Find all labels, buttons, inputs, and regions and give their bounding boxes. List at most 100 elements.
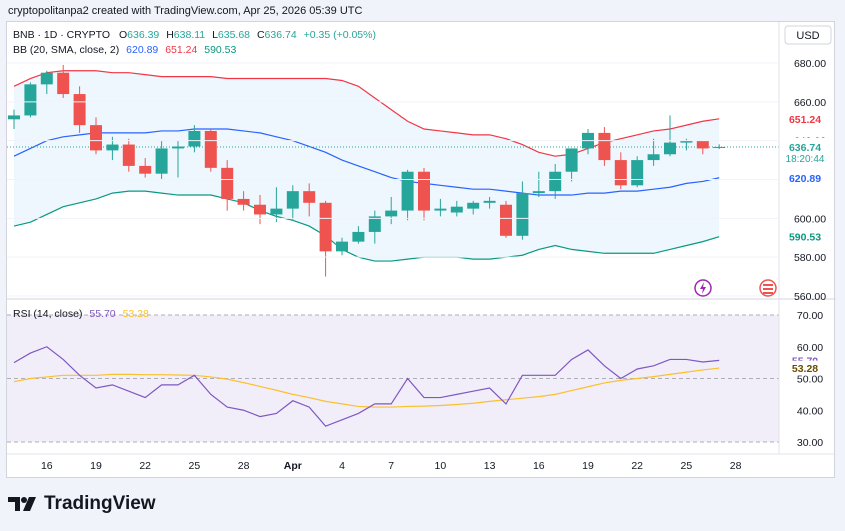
price-badge — [780, 229, 830, 245]
legend-bb[interactable]: BB (20, SMA, close, 2) 620.89 651.24 590… — [13, 44, 237, 56]
legend-rsi[interactable]: RSI (14, close) 55.70 53.28 — [13, 308, 149, 320]
chart-svg[interactable]: 680.00660.00640.00620.00600.00580.00560.… — [7, 22, 836, 479]
candle-body[interactable] — [188, 130, 201, 147]
candle-body[interactable] — [73, 94, 86, 126]
rsi-axis-label: 40.00 — [797, 405, 823, 417]
price-axis-label: 660.00 — [794, 97, 826, 109]
candle-body[interactable] — [664, 142, 676, 155]
candle-body[interactable] — [8, 115, 20, 120]
candle-body[interactable] — [418, 171, 430, 211]
brand-footer[interactable]: TradingView — [8, 493, 156, 515]
candle-body[interactable] — [106, 144, 119, 151]
price-badge-label: 590.53 — [789, 232, 821, 244]
price-axis-label: 580.00 — [794, 252, 826, 264]
tradingview-logo-icon — [8, 497, 36, 511]
candle-body[interactable] — [254, 204, 266, 215]
candle-body[interactable] — [549, 171, 562, 192]
time-axis-label: 13 — [484, 460, 496, 472]
candle-body[interactable] — [434, 208, 447, 211]
legend-low: 635.68 — [218, 29, 250, 41]
price-axis-label: 560.00 — [794, 291, 826, 303]
bb-band-fill — [14, 70, 720, 262]
rsi-ma-value: 53.28 — [123, 308, 149, 320]
candle-body[interactable] — [450, 206, 463, 213]
attribution-text: cryptopolitanpa2 created with TradingVie… — [8, 5, 363, 17]
candle-body[interactable] — [352, 231, 365, 242]
price-axis-label: 600.00 — [794, 213, 826, 225]
candle-body[interactable] — [680, 140, 693, 143]
time-axis-label: 19 — [582, 460, 594, 472]
legend-ohlc: BNB · 1D · CRYPTO O636.39 H638.11 L635.6… — [13, 29, 376, 41]
flag-icon[interactable] — [759, 279, 777, 297]
candle-body[interactable] — [57, 72, 70, 95]
legend-high: 638.11 — [174, 29, 205, 41]
candle-body[interactable] — [565, 148, 578, 172]
candle-body[interactable] — [270, 208, 283, 215]
candle-body[interactable] — [713, 146, 726, 148]
time-axis-label: 4 — [339, 460, 345, 472]
currency-button[interactable]: USD — [784, 25, 832, 45]
candle-body[interactable] — [385, 210, 398, 217]
candle-body[interactable] — [647, 154, 660, 161]
candle-body[interactable] — [90, 125, 102, 151]
time-axis-label: 22 — [631, 460, 643, 472]
candle-body[interactable] — [631, 160, 644, 186]
rsi-line[interactable] — [13, 346, 720, 427]
price-badge — [780, 360, 830, 376]
rsi-pane[interactable] — [7, 314, 779, 443]
candle-body[interactable] — [467, 202, 480, 209]
price-badge-label: 651.24 — [789, 114, 821, 126]
candle-body[interactable] — [237, 198, 250, 205]
rsi-axis-label: 30.00 — [797, 437, 823, 449]
price-badges: 651.24636.7418:20:44620.89590.5355.7053.… — [780, 111, 830, 376]
candle-body[interactable] — [598, 132, 611, 161]
bb-basis-value: 620.89 — [126, 44, 158, 56]
candle-body[interactable] — [336, 241, 348, 252]
candle-body[interactable] — [614, 160, 627, 186]
countdown-label: 18:20:44 — [786, 154, 825, 165]
rsi-value: 55.70 — [89, 308, 115, 320]
rsi-axis-label: 60.00 — [797, 342, 823, 354]
candle-body[interactable] — [286, 191, 299, 209]
time-axis-label: Apr — [284, 460, 302, 472]
price-badge-label: 620.89 — [789, 173, 821, 185]
chart-frame[interactable]: 680.00660.00640.00620.00600.00580.00560.… — [6, 21, 836, 479]
time-axis-label: 16 — [41, 460, 53, 472]
candle-body[interactable] — [500, 204, 512, 236]
bb-lower-line[interactable] — [13, 190, 720, 262]
rsi-ma-line[interactable] — [13, 367, 720, 408]
time-axis-label: 25 — [681, 460, 693, 472]
candle-body[interactable] — [139, 165, 152, 174]
price-badge-label: 636.74 — [789, 142, 821, 154]
time-axis-label: 28 — [730, 460, 742, 472]
time-axis-label: 28 — [238, 460, 250, 472]
candle-body[interactable] — [40, 72, 53, 85]
rsi-axis-label: 70.00 — [797, 310, 823, 322]
candle-body[interactable] — [319, 202, 332, 252]
candle-body[interactable] — [204, 130, 217, 168]
bb-lower-value: 590.53 — [204, 44, 236, 56]
candle-body[interactable] — [516, 193, 529, 236]
bb-basis-line[interactable] — [13, 128, 720, 196]
candle-body[interactable] — [24, 84, 37, 116]
candle-body[interactable] — [221, 167, 234, 199]
price-badge — [780, 170, 830, 186]
time-axis-label: 10 — [435, 460, 447, 472]
candle-body[interactable] — [532, 191, 545, 194]
price-badge — [780, 137, 830, 165]
rsi-axis-label: 50.00 — [797, 374, 823, 386]
candle-body[interactable] — [122, 144, 135, 166]
candle-body[interactable] — [303, 191, 316, 203]
candle-body[interactable] — [172, 146, 184, 149]
candle-body[interactable] — [155, 148, 168, 174]
price-pane[interactable] — [7, 64, 779, 277]
candle-body[interactable] — [401, 171, 414, 211]
legend-symbol: BNB · 1D · CRYPTO — [13, 29, 110, 41]
lightning-icon[interactable] — [694, 279, 712, 297]
candle-body[interactable] — [368, 216, 381, 232]
candle-body[interactable] — [483, 200, 496, 203]
time-axis-label: 19 — [90, 460, 102, 472]
candle-body[interactable] — [696, 140, 709, 149]
price-badge-label: 53.28 — [792, 363, 818, 375]
bb-label: BB (20, SMA, close, 2) — [13, 44, 119, 56]
